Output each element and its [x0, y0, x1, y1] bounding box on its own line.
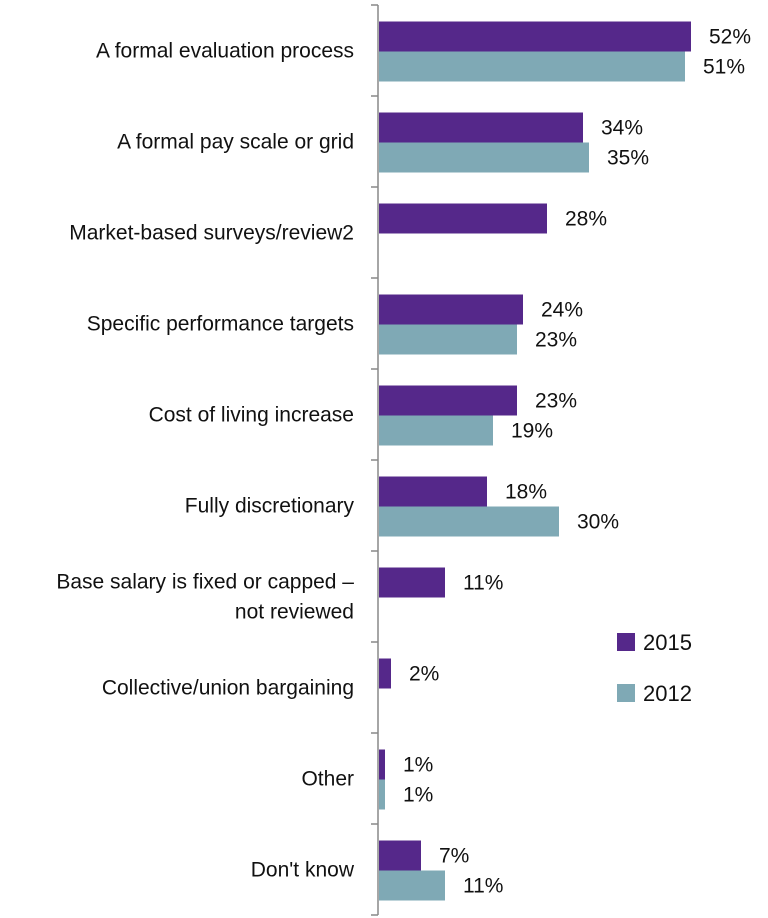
- category-axis: [371, 4, 379, 916]
- bar-2015: [379, 21, 691, 52]
- data-label: 2%: [409, 663, 439, 686]
- bar-2015: [379, 294, 523, 325]
- data-label: 11%: [463, 572, 503, 595]
- bar-2012: [379, 779, 385, 810]
- category-label: not reviewed: [235, 601, 354, 624]
- bar-2012: [379, 324, 517, 355]
- category-label: Don't know: [251, 859, 355, 882]
- labels: A formal evaluation process 52% 51% A forma…: [56, 26, 751, 898]
- data-label: 51%: [703, 56, 745, 79]
- category-label: Other: [301, 768, 354, 791]
- bars: [379, 21, 691, 901]
- data-label: 52%: [709, 26, 751, 49]
- bar-2015: [379, 658, 391, 689]
- data-label: 7%: [439, 845, 469, 868]
- bar-2015: [379, 476, 487, 507]
- data-label: 1%: [403, 784, 433, 807]
- category-label: Cost of living increase: [149, 404, 354, 427]
- bar-2015: [379, 749, 385, 780]
- bar-2015: [379, 840, 421, 871]
- bar-2012: [379, 51, 685, 82]
- data-label: 30%: [577, 511, 619, 534]
- bar-2012: [379, 870, 445, 901]
- legend-label: 2012: [643, 681, 692, 706]
- data-label: 35%: [607, 147, 649, 170]
- data-label: 11%: [463, 875, 503, 898]
- data-label: 34%: [601, 117, 643, 140]
- data-label: 23%: [535, 329, 577, 352]
- data-label: 23%: [535, 390, 577, 413]
- bar-2012: [379, 142, 589, 173]
- data-label: 24%: [541, 299, 583, 322]
- category-label: Collective/union bargaining: [102, 677, 354, 700]
- legend-swatch-2012: [617, 684, 635, 702]
- legend-label: 2015: [643, 630, 692, 655]
- bar-2012: [379, 506, 559, 537]
- data-label: 18%: [505, 481, 547, 504]
- category-label: Base salary is fixed or capped –: [56, 571, 354, 594]
- category-label: Specific performance targets: [87, 313, 354, 336]
- bar-2012: [379, 415, 493, 446]
- bar-2015: [379, 567, 445, 598]
- bar-2015: [379, 385, 517, 416]
- data-label: 19%: [511, 420, 553, 443]
- category-label: A formal pay scale or grid: [117, 131, 354, 154]
- data-label: 28%: [565, 208, 607, 231]
- category-label: Fully discretionary: [185, 495, 355, 518]
- legend-swatch-2015: [617, 633, 635, 651]
- legend: 2015 2012: [617, 630, 692, 706]
- bar-2015: [379, 112, 583, 143]
- category-label: A formal evaluation process: [96, 40, 354, 63]
- category-label: Market-based surveys/review2: [69, 222, 354, 245]
- bar-2015: [379, 203, 547, 234]
- data-label: 1%: [403, 754, 433, 777]
